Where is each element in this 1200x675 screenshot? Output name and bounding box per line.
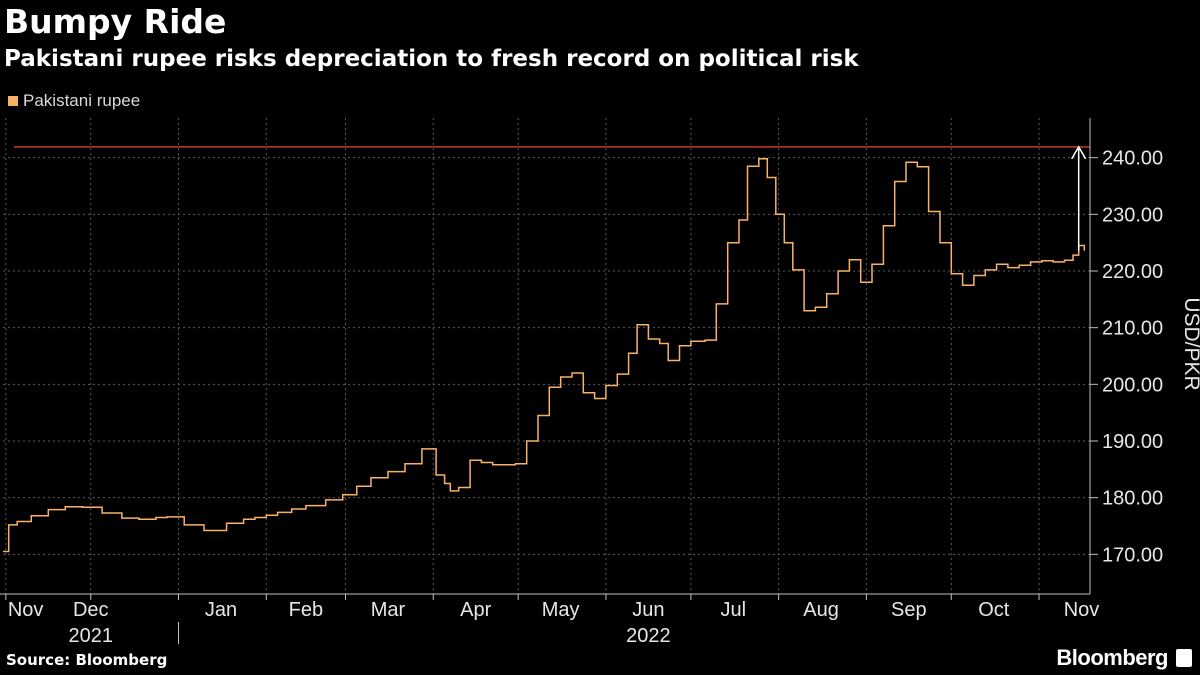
x-year-label: 2021 bbox=[69, 625, 114, 647]
axes: 170.00 180.00 190.00 200.00 210.00 220.00 230.… bbox=[0, 118, 1200, 647]
series-line bbox=[3, 158, 1086, 553]
x-tick-label: Feb bbox=[289, 599, 323, 621]
x-tick-label: Mar bbox=[371, 599, 406, 621]
bloomberg-chart-icon bbox=[1176, 649, 1192, 667]
x-tick-label: Jul bbox=[721, 599, 747, 621]
bloomberg-logo: Bloomberg bbox=[1056, 645, 1168, 670]
x-tick-label: Aug bbox=[803, 599, 839, 621]
y-tick-label: 240.00 bbox=[1102, 148, 1163, 170]
y-tick-label: 170.00 bbox=[1102, 544, 1163, 566]
y-tick-label: 200.00 bbox=[1102, 374, 1163, 396]
y-tick-label: 230.00 bbox=[1102, 204, 1163, 226]
annotation-arrow-layer bbox=[1071, 145, 1087, 251]
y-axis-title: USD/PKR bbox=[1180, 297, 1200, 390]
y-tick-label: 190.00 bbox=[1102, 431, 1163, 453]
x-tick-label: Jan bbox=[205, 599, 237, 621]
gridlines bbox=[3, 118, 1090, 594]
x-year-label: 2022 bbox=[626, 625, 671, 647]
x-tick-label: Dec bbox=[73, 599, 109, 621]
x-tick-label: Apr bbox=[460, 599, 491, 621]
y-tick-label: 180.00 bbox=[1102, 488, 1163, 510]
legend-swatch bbox=[8, 96, 18, 106]
chart-title: Bumpy Ride bbox=[4, 2, 227, 41]
annotation-arrow-head bbox=[1071, 145, 1087, 160]
legend: Pakistani rupee bbox=[8, 91, 140, 111]
y-tick-label: 210.00 bbox=[1102, 318, 1163, 340]
x-tick-label: Oct bbox=[978, 599, 1010, 621]
x-tick-label: Jun bbox=[632, 599, 664, 621]
chart-subtitle: Pakistani rupee risks depreciation to fr… bbox=[4, 46, 859, 72]
x-tick-label: May bbox=[542, 599, 580, 621]
x-tick-label: Nov bbox=[8, 599, 44, 621]
y-tick-label: 220.00 bbox=[1102, 261, 1163, 283]
x-tick-label: Nov bbox=[1064, 599, 1100, 621]
x-tick-label: Sep bbox=[891, 599, 927, 621]
series-layer bbox=[3, 158, 1086, 553]
legend-label: Pakistani rupee bbox=[23, 91, 141, 110]
source-note: Source: Bloomberg bbox=[6, 651, 168, 669]
